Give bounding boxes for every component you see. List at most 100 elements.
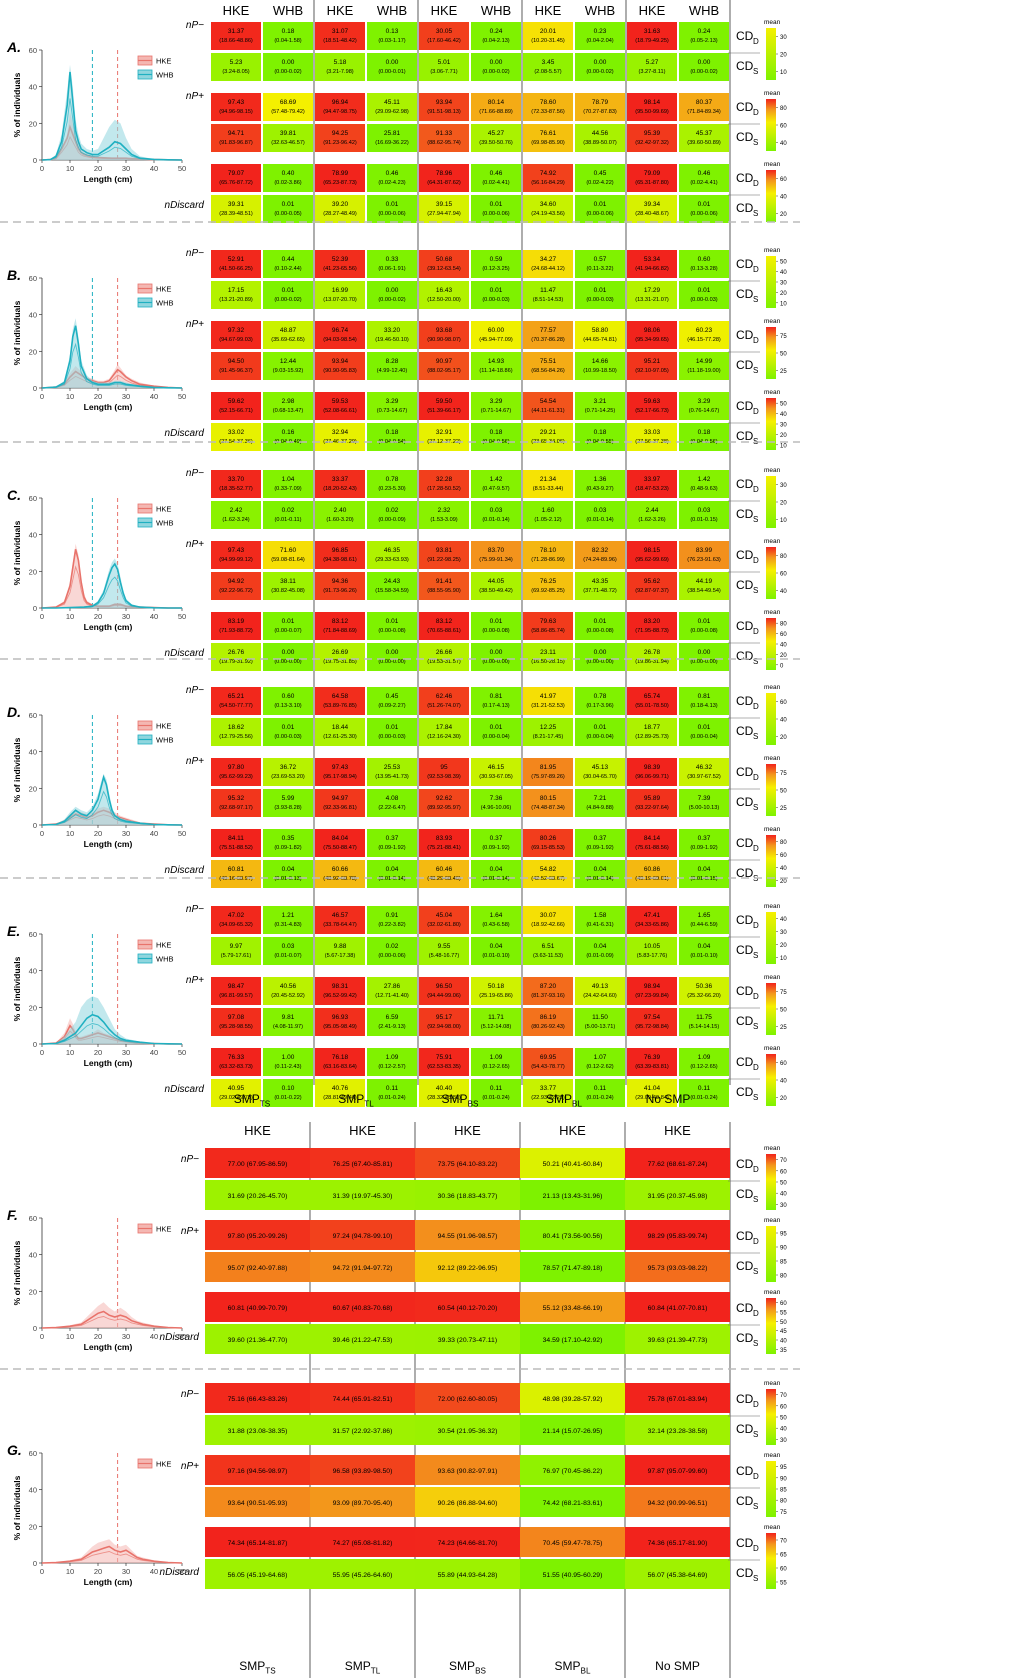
heatmap-cell: 80.37(71.84-89.34) — [679, 93, 729, 121]
cell-interval: (0.00-0.08) — [690, 628, 717, 634]
cell-value: 76.33 — [228, 1054, 245, 1061]
heatmap-cell: 73.75 (64.10-83.22) — [415, 1148, 520, 1178]
cell-value: 86.19 — [540, 1014, 557, 1021]
cell-value: 56.05 (45.19-64.68) — [228, 1572, 288, 1579]
row-label: nDiscard — [165, 865, 205, 876]
heatmap-cell: 54.54(44.11-61.31) — [523, 392, 573, 420]
cell-value: 7.39 — [698, 795, 711, 802]
cell-interval: (0.00-0.08) — [378, 628, 405, 634]
cell-interval: (92.68-97.17) — [219, 805, 253, 811]
cell-fill — [211, 501, 261, 529]
cell-interval: (0.01-0.10) — [482, 953, 509, 959]
heatmap-cell: 82.32(74.24-89.96) — [575, 541, 625, 569]
heatmap-cell: 1.36(0.43-9.27) — [575, 470, 625, 498]
heatmap-cell: 51.55 (40.95-60.29) — [520, 1559, 625, 1589]
colorbar-tick-label: 10 — [780, 443, 787, 449]
heatmap-cell: 0.11(0.01-0.24) — [575, 1079, 625, 1107]
cell-fill — [419, 164, 469, 192]
cell-interval: (0.71-14.67) — [481, 408, 512, 414]
colorbar-bar — [766, 1054, 776, 1106]
cell-interval: (0.00-0.02) — [274, 297, 301, 303]
heatmap-cell: 95.21(92.10-97.05) — [627, 352, 677, 380]
heatmap-cell: 0.04(0.01-0.14) — [367, 860, 417, 888]
cell-interval: (0.00-0.04) — [690, 734, 717, 740]
cell-interval: (0.11-3.22) — [587, 266, 614, 272]
species-header: HKE — [431, 3, 458, 18]
cell-fill — [679, 195, 729, 223]
heatmap-cell: 77.62 (68.61-87.24) — [625, 1148, 730, 1178]
heatmap-cell: 30.36 (18.83-43.77) — [415, 1180, 520, 1210]
heatmap-cell: 40.40(28.32-48.81) — [419, 1079, 469, 1107]
cell-fill — [523, 758, 573, 786]
cell-interval: (96.52-99.42) — [323, 993, 357, 999]
cell-interval: (95.62-99.69) — [635, 557, 669, 563]
heatmap-cell: 83.93(75.21-88.41) — [419, 829, 469, 857]
colorbar-tick-label: 40 — [780, 643, 787, 649]
cell-value: 51.55 (40.95-60.29) — [543, 1572, 603, 1579]
cell-value: 25.53 — [384, 764, 401, 771]
heatmap-cell: 17.15(13.21-20.89) — [211, 281, 261, 309]
cell-fill — [625, 1292, 730, 1322]
cell-interval: (0.13-3.28) — [690, 266, 717, 272]
heatmap-cell: 97.54(95.72-98.84) — [627, 1008, 677, 1036]
cell-value: 39.46 (21.22-47.53) — [333, 1337, 393, 1344]
x-axis-title: Length (cm) — [84, 1342, 133, 1352]
colorbar-title: mean — [764, 974, 781, 981]
cd-d-subscript: D — [753, 485, 759, 494]
cell-value: 0.78 — [386, 476, 399, 483]
cell-fill — [315, 572, 365, 600]
heatmap-cell: 0.03(0.01-0.15) — [679, 501, 729, 529]
cell-fill — [679, 541, 729, 569]
heatmap-cell: 39.34(28.40-48.67) — [627, 195, 677, 223]
cell-fill — [520, 1252, 625, 1282]
cell-fill — [315, 501, 365, 529]
cell-fill — [627, 977, 677, 1005]
heatmap-cell: 26.76(19.79-31.92) — [211, 643, 261, 671]
cell-fill — [205, 1252, 310, 1282]
heatmap-cell: 0.04(0.01-0.14) — [471, 860, 521, 888]
cell-value: 0.04 — [386, 866, 399, 873]
cell-interval: (75.50-88.47) — [323, 845, 357, 851]
cell-fill — [367, 22, 417, 50]
cell-fill — [310, 1527, 415, 1557]
heatmap-cell: 31.39 (19.97-45.30) — [310, 1180, 415, 1210]
cell-interval: (0.68-13.47) — [273, 408, 304, 414]
cell-fill — [211, 541, 261, 569]
cell-value: 75.78 (67.01-83.94) — [648, 1396, 708, 1403]
cell-fill — [575, 643, 625, 671]
species-header-hke: HKE — [244, 1123, 271, 1138]
group-footer-label: SMPTL — [345, 1659, 381, 1676]
colorbar-tick-label: 25 — [780, 369, 787, 375]
heatmap-cell: 32.91(27.12-37.22) — [419, 423, 469, 451]
cell-interval: (71.28-86.99) — [531, 557, 565, 563]
cell-value: 84.04 — [332, 835, 349, 842]
cell-fill — [419, 195, 469, 223]
cell-value: 71.60 — [280, 547, 297, 554]
heatmap-cell: 26.66(19.53-31.57) — [419, 643, 469, 671]
heatmap-cell: 93.81(91.22-98.25) — [419, 541, 469, 569]
cell-fill — [315, 643, 365, 671]
y-tick-label: 40 — [29, 311, 37, 320]
cell-interval: (5.00-13.71) — [585, 1024, 616, 1030]
row-label: nP− — [186, 904, 204, 915]
cell-fill — [315, 1079, 365, 1107]
cell-fill — [520, 1415, 625, 1445]
cell-value: 26.76 — [228, 649, 245, 656]
cell-value: 0.23 — [594, 28, 607, 35]
heatmap-cell: 0.23(0.04-2.04) — [575, 22, 625, 50]
heatmap-cell: 0.01(0.00-0.08) — [367, 612, 417, 640]
heatmap-cell: 0.00(0.00-0.00) — [367, 643, 417, 671]
cell-value: 4.08 — [386, 795, 399, 802]
heatmap-cell: 39.33 (20.73-47.11) — [415, 1324, 520, 1354]
heatmap-cell: 7.36(4.96-10.06) — [471, 789, 521, 817]
cell-interval: (15.58-34.59) — [375, 588, 409, 594]
heatmap-cell: 3.21(0.71-14.25) — [575, 392, 625, 420]
cell-fill — [367, 789, 417, 817]
cell-fill — [471, 860, 521, 888]
species-header-hke: HKE — [664, 1123, 691, 1138]
x-tick-label: 10 — [66, 829, 74, 838]
x-tick-label: 10 — [66, 392, 74, 401]
cell-fill — [310, 1559, 415, 1589]
heatmap-cell: 40.56(20.45-52.92) — [263, 977, 313, 1005]
